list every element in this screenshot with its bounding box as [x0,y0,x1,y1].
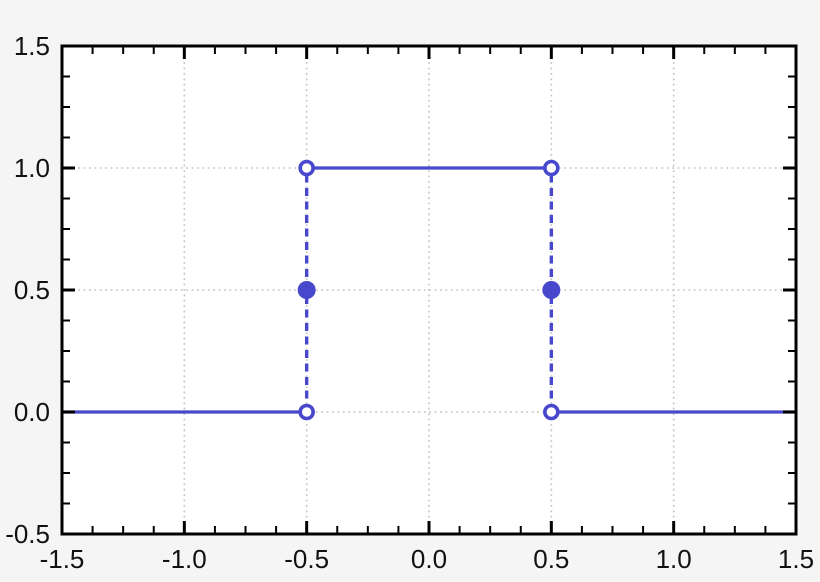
marker-filled-circle [297,281,316,299]
x-tick-label: -1.0 [162,544,207,574]
marker-open-circle [298,159,315,177]
x-tick-labels: -1.5 -1.0 -0.5 0.0 0.5 1.0 1.5 [40,544,814,574]
marker-open-circle [543,403,560,421]
y-tick-label: 0.5 [14,275,50,305]
y-tick-label: 1.0 [14,153,50,183]
y-tick-label: -0.5 [5,519,50,549]
series-rectangular-function [62,166,796,414]
y-tick-label: 0.0 [14,397,50,427]
x-tick-label: 1.5 [778,544,814,574]
x-tick-label: 0.0 [411,544,447,574]
marker-open-circle [543,159,560,177]
x-tick-label: 0.5 [533,544,569,574]
axis-ticks [60,44,798,536]
y-tick-label: 1.5 [14,31,50,61]
y-tick-labels: -0.5 0.0 0.5 1.0 1.5 [5,31,50,549]
x-tick-label: -1.5 [40,544,85,574]
x-tick-label: 1.0 [656,544,692,574]
markers [297,159,561,421]
marker-filled-circle [542,281,561,299]
x-tick-label: -0.5 [284,544,329,574]
marker-open-circle [298,403,315,421]
